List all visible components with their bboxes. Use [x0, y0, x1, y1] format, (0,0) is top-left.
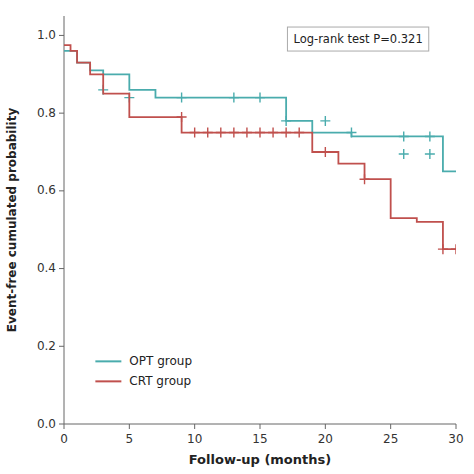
y-tick-label: 0.2 [37, 339, 56, 353]
x-tick [390, 424, 391, 429]
censor-mark [190, 128, 200, 138]
censor-mark [399, 149, 409, 159]
y-tick [59, 190, 64, 191]
x-tick [129, 424, 130, 429]
censor-mark [203, 128, 213, 138]
censor-mark [177, 112, 187, 122]
x-tick-label: 30 [448, 432, 463, 446]
y-axis-label: Event-free cumulated probability [5, 108, 19, 333]
x-tick-label: 0 [60, 432, 68, 446]
annotation-text: Log-rank test P=0.321 [293, 32, 422, 46]
censor-mark [216, 128, 226, 138]
y-tick [59, 35, 64, 36]
x-tick-label: 20 [318, 432, 333, 446]
legend-label: OPT group [129, 354, 192, 368]
censor-mark [177, 93, 187, 103]
censor-mark [360, 174, 370, 184]
censor-mark [255, 128, 265, 138]
y-tick [59, 424, 64, 425]
y-tick-label: 0.0 [37, 417, 56, 431]
censor-mark [255, 93, 265, 103]
y-tick-label: 0.8 [37, 106, 56, 120]
x-tick-label: 10 [187, 432, 202, 446]
censor-mark [281, 128, 291, 138]
x-tick-label: 15 [252, 432, 267, 446]
y-tick-label: 0.4 [37, 261, 56, 275]
x-tick-label: 25 [383, 432, 398, 446]
survival-line [64, 51, 456, 171]
y-tick [59, 268, 64, 269]
x-tick-label: 5 [126, 432, 134, 446]
plot-area [64, 45, 456, 254]
y-tick [59, 346, 64, 347]
legend-swatch [95, 380, 121, 382]
x-tick [260, 424, 261, 429]
chart: 0.0 0.2 0.4 0.6 0.8 1.0 0 5 10 15 20 25 30 Follow-up … [0, 0, 474, 474]
y-tick-label: 0.6 [37, 183, 56, 197]
x-axis-label: Follow-up (months) [189, 452, 331, 467]
y-tick [59, 113, 64, 114]
legend-label: CRT group [129, 374, 191, 388]
censor-mark [425, 131, 435, 141]
censor-mark [320, 147, 330, 157]
censor-mark [229, 93, 239, 103]
censor-mark [320, 116, 330, 126]
censor-mark [346, 128, 356, 138]
censor-mark [425, 149, 435, 159]
legend: OPT group CRT group [95, 354, 192, 388]
y-axis-line [64, 16, 65, 424]
censor-mark [229, 128, 239, 138]
annotation-box [287, 27, 428, 51]
censor-mark [268, 128, 278, 138]
x-tick [456, 424, 457, 429]
censor-mark [281, 116, 291, 126]
axes: 0.0 0.2 0.4 0.6 0.8 1.0 0 5 10 15 20 25 30 [37, 16, 464, 446]
x-tick [194, 424, 195, 429]
survival-line [64, 45, 456, 249]
censor-mark [242, 128, 252, 138]
x-tick [64, 424, 65, 429]
y-tick-label: 1.0 [37, 28, 56, 42]
censor-mark [399, 131, 409, 141]
censor-mark [451, 244, 456, 254]
censor-mark [438, 244, 448, 254]
annotation: Log-rank test P=0.321 [287, 27, 428, 51]
x-tick [325, 424, 326, 429]
censor-mark [294, 128, 304, 138]
legend-swatch [95, 360, 121, 362]
